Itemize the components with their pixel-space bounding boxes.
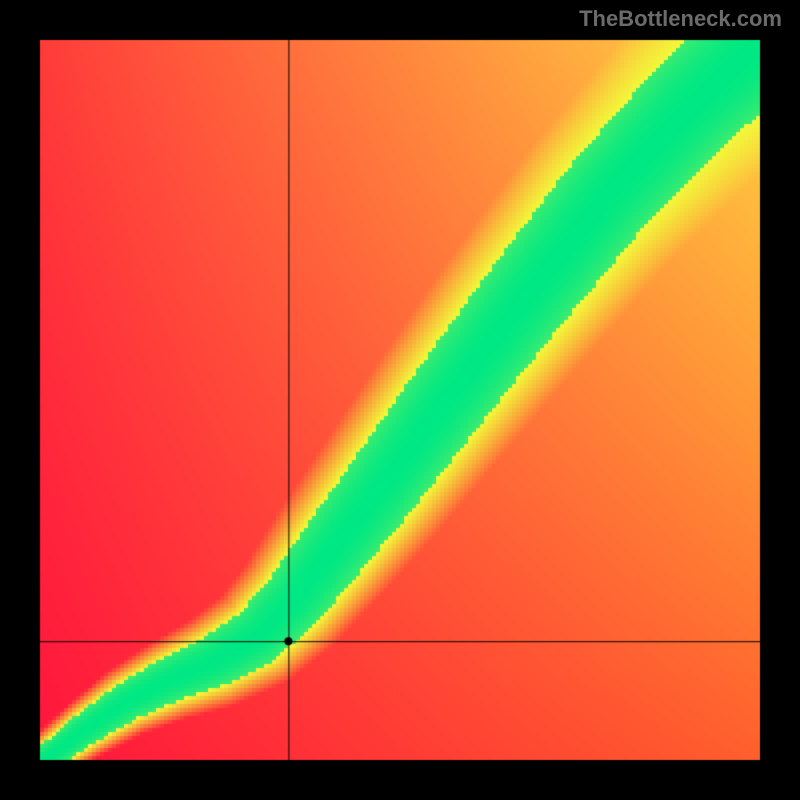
bottleneck-heatmap bbox=[0, 0, 800, 800]
watermark-label: TheBottleneck.com bbox=[579, 6, 782, 32]
chart-container: TheBottleneck.com bbox=[0, 0, 800, 800]
